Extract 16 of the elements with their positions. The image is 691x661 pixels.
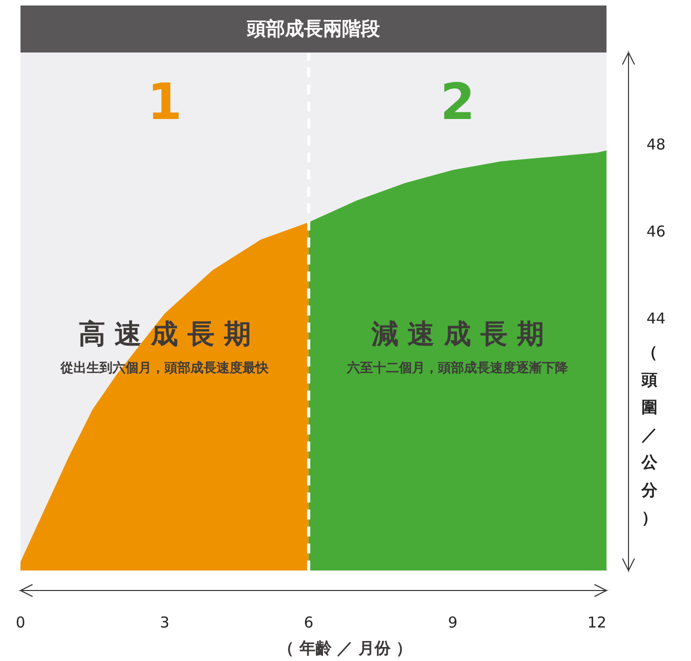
x-tick-label: 3 [160,614,170,632]
y-tick-label: 44 [646,310,666,328]
annotation: 減 速 成 長 期 [370,319,544,350]
x-tick-label: 6 [304,614,314,632]
x-tick-label: 0 [16,614,26,632]
x-axis-title: （ 年齡 ／ 月份 ） [278,638,412,658]
y-tick-label: 48 [646,135,666,154]
y-axis-title: （頭圍／公分） [640,342,658,527]
y-tick-label: 46 [646,222,666,240]
x-tick-label: 9 [448,614,458,632]
series-label: 2 [440,73,475,131]
x-tick-label: 12 [587,614,606,632]
chart-title: 頭部成長兩階段 [246,18,381,40]
annotation: 高 速 成 長 期 [78,319,251,350]
annotation: 六至十二個月，頭部成長速度逐漸下降 [346,360,570,376]
text: 1 [147,73,182,131]
